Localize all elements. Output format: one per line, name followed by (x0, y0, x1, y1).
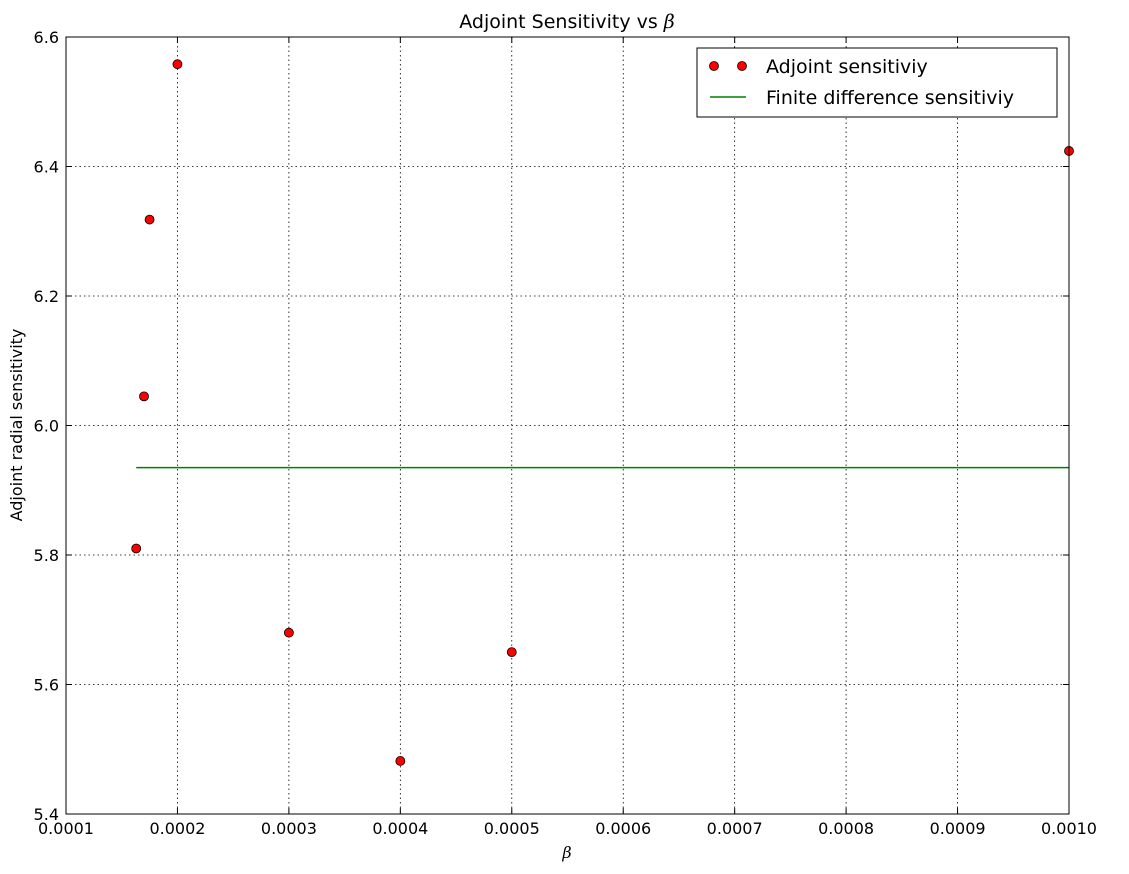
y-tick-label: 5.6 (34, 676, 59, 695)
legend: Adjoint sensitiviy Finite difference sen… (696, 47, 1058, 118)
y-tick-label: 6.6 (34, 28, 59, 47)
adjoint-point (131, 543, 142, 554)
x-tick-label: 0.0008 (818, 819, 874, 838)
x-tick-label: 0.0003 (261, 819, 317, 838)
y-tick-label: 6.2 (34, 287, 59, 306)
adjoint-point (283, 627, 294, 638)
x-tick-label: 0.0004 (372, 819, 428, 838)
legend-marker-adjoint-1 (709, 61, 719, 71)
y-axis-label: Adjoint radial sensitivity (7, 329, 26, 522)
x-tick-label: 0.0005 (484, 819, 540, 838)
legend-marker-adjoint-2 (737, 61, 747, 71)
grid (66, 37, 1069, 814)
y-tick-label: 6.0 (34, 417, 59, 436)
axis-ticks: 0.0001 0.0002 0.0003 0.0004 0.0005 0.0006 0.00… (34, 28, 1097, 838)
y-tick-label: 6.4 (34, 158, 59, 177)
y-tick-label: 5.4 (34, 805, 59, 824)
x-axis-label: β (561, 843, 571, 862)
y-tick-label: 5.8 (34, 546, 59, 565)
x-tick-label: 0.0010 (1041, 819, 1097, 838)
x-tick-label: 0.0002 (149, 819, 205, 838)
legend-frame (696, 47, 1058, 118)
plot-series (131, 59, 1074, 766)
legend-label-adjoint: Adjoint sensitiviy (766, 56, 928, 78)
adjoint-point (395, 756, 406, 766)
chart-title-symbol: β (663, 11, 675, 33)
adjoint-point (144, 214, 155, 225)
x-tick-label: 0.0001 (38, 819, 94, 838)
adjoint-point (172, 59, 183, 70)
legend-label-finite-difference: Finite difference sensitiviy (766, 87, 1014, 109)
x-tick-label: 0.0007 (707, 819, 763, 838)
adjoint-point (506, 647, 517, 658)
chart-title-text: Adjoint Sensitivity vs (459, 11, 664, 33)
adjoint-point (139, 391, 149, 402)
x-tick-label: 0.0006 (595, 819, 651, 838)
x-tick-label: 0.0009 (930, 819, 986, 838)
chart-title: Adjoint Sensitivity vs β (459, 11, 675, 33)
